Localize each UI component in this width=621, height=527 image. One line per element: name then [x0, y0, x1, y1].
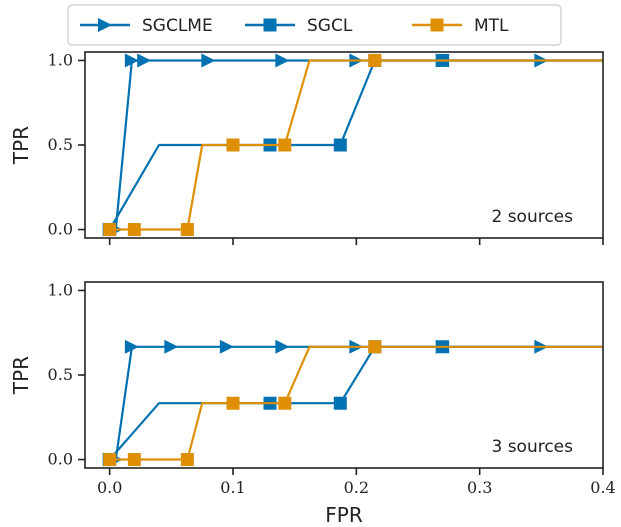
data-point-mtl — [103, 223, 116, 236]
data-point-sgclme — [275, 53, 289, 67]
legend: SGCLME SGCL MTL — [68, 5, 561, 45]
x-tick-label: 0.0 — [97, 478, 122, 497]
data-point-sgclme — [220, 340, 234, 354]
x-tick-label: 0.1 — [220, 478, 245, 497]
data-point-mtl — [128, 223, 141, 236]
x-tick-label: 0.3 — [467, 478, 492, 497]
y-tick-label: 1.0 — [48, 50, 73, 69]
data-point-mtl — [181, 453, 194, 466]
y-tick-label: 0.5 — [48, 135, 73, 154]
data-point-sgclme — [137, 53, 151, 67]
panel-annotation: 2 sources — [491, 207, 573, 227]
x-tick-label: 0.4 — [590, 478, 615, 497]
legend-marker — [431, 19, 444, 32]
legend-label: SGCL — [307, 16, 353, 36]
y-tick-label: 0.5 — [48, 365, 73, 384]
data-point-sgcl — [334, 139, 347, 152]
y-tick-label: 1.0 — [48, 280, 73, 299]
x-axis-title: FPR — [325, 503, 363, 527]
y-axis-title: TPR — [9, 356, 33, 395]
panel-1: 0.0 0.5 1.0 TPR 2 sources — [9, 50, 603, 245]
data-point-mtl — [227, 397, 240, 410]
legend-marker — [264, 19, 277, 32]
data-point-mtl — [227, 139, 240, 152]
data-point-mtl — [368, 54, 381, 67]
data-point-sgclme — [275, 340, 289, 354]
data-point-mtl — [128, 453, 141, 466]
data-point-mtl — [278, 139, 291, 152]
data-point-sgclme — [164, 340, 178, 354]
y-tick-label: 0.0 — [48, 220, 73, 239]
legend-label: MTL — [474, 16, 509, 36]
data-point-mtl — [103, 453, 116, 466]
panel-annotation: 3 sources — [491, 437, 573, 457]
y-axis-title: TPR — [9, 126, 33, 165]
x-tick-label: 0.2 — [344, 478, 369, 497]
legend-label: SGCLME — [142, 16, 213, 36]
panel-2: 0.0 0.5 1.0 0.0 0.1 0.2 0.3 0.4 TPR 3 sources — [9, 280, 616, 497]
series-line-sgcl — [110, 61, 603, 230]
data-point-sgclme — [201, 53, 215, 67]
data-point-mtl — [181, 223, 194, 236]
y-tick-label: 0.0 — [48, 450, 73, 469]
data-point-mtl — [278, 397, 291, 410]
data-point-mtl — [368, 340, 381, 353]
data-point-sgcl — [334, 397, 347, 410]
